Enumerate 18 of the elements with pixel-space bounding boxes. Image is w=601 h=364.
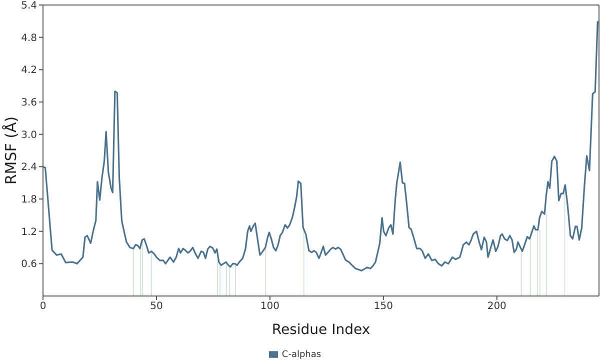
- y-tick-label: 1.2: [21, 226, 37, 238]
- y-tick-label: 3.0: [21, 130, 37, 141]
- y-tick-label: 5.4: [21, 0, 37, 12]
- y-tick-label: 2.4: [21, 162, 37, 174]
- x-axis-title: Residue Index: [272, 322, 370, 338]
- y-axis-title: RMSF (Å): [2, 116, 20, 185]
- x-tick-label: 0: [40, 301, 46, 312]
- y-tick-label: 4.2: [21, 65, 37, 76]
- x-tick-label: 150: [374, 301, 393, 312]
- y-tick-label: 0.6: [21, 259, 37, 270]
- legend-label: C-alphas: [282, 350, 322, 360]
- x-tick-label: 50: [150, 301, 163, 312]
- y-tick-label: 4.8: [21, 32, 37, 44]
- x-tick-label: 200: [487, 301, 506, 312]
- y-tick-label: 1.8: [21, 194, 37, 206]
- y-tick-label: 3.6: [21, 98, 37, 109]
- line-series: [43, 20, 598, 272]
- x-tick-label: 100: [260, 301, 280, 312]
